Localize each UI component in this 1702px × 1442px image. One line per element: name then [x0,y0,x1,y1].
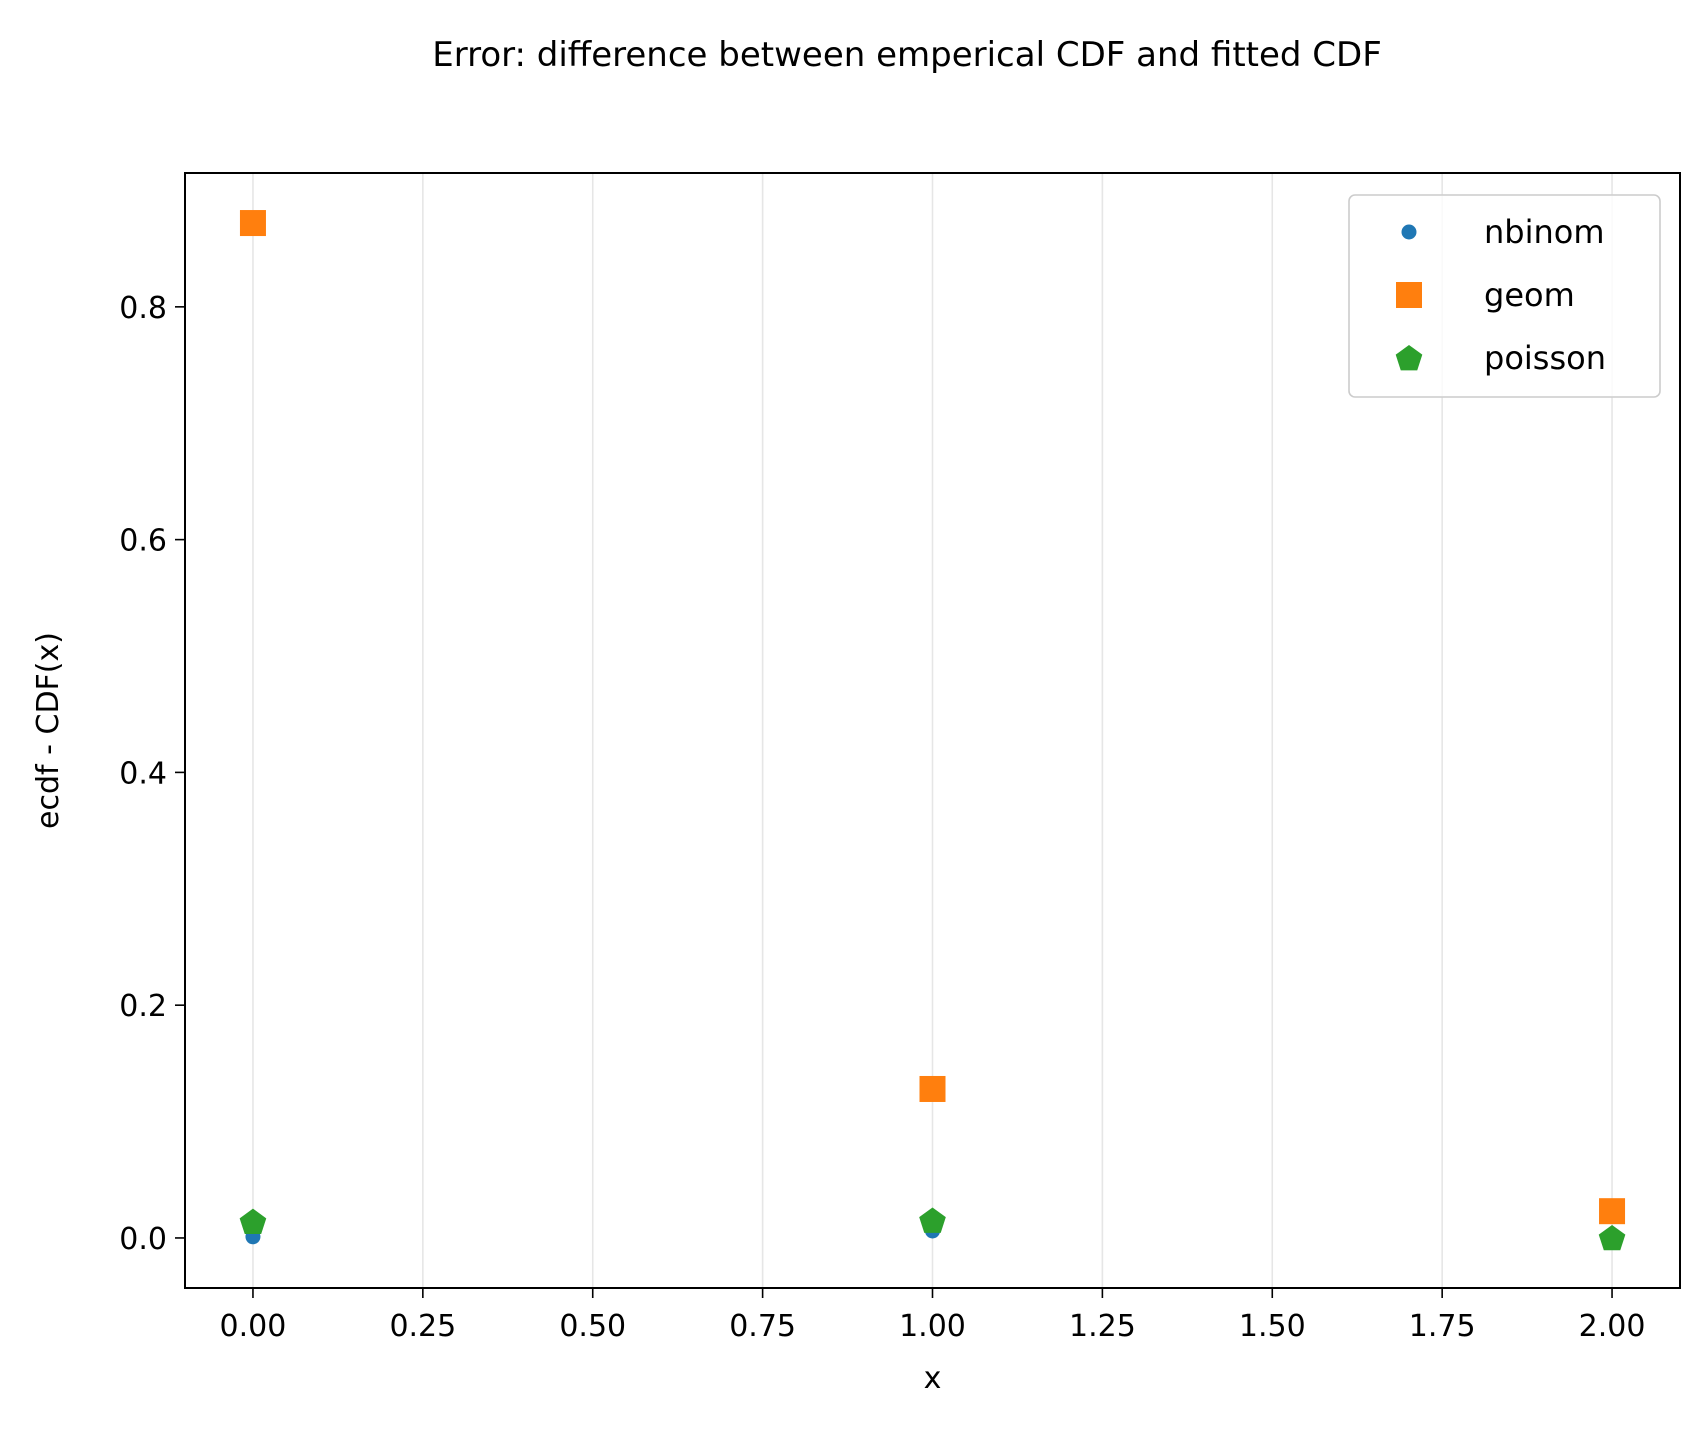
legend-label: nbinom [1484,213,1605,251]
poisson-point [919,1207,946,1233]
x-tick-label: 0.00 [220,1309,287,1344]
x-tick-label: 0.50 [559,1309,626,1344]
x-tick-label: 1.00 [899,1309,966,1344]
legend-label: poisson [1484,339,1606,377]
nbinom-legend-marker [1401,224,1417,240]
x-tick-label: 2.00 [1579,1309,1646,1344]
y-tick-label: 0.0 [119,1222,167,1257]
poisson-point [239,1208,267,1234]
x-tick-label: 1.25 [1069,1309,1136,1344]
y-tick-label: 0.8 [119,291,167,326]
x-tick-label: 1.50 [1239,1309,1306,1344]
legend: nbinom geom poisson [1348,194,1661,398]
x-axis-label: x [924,1361,942,1396]
legend-item-nbinom: nbinom [1401,213,1605,251]
x-axis-ticks: 0.00 0.25 0.50 0.75 1.00 1.25 1.50 1.75 2.00 [220,1288,1646,1344]
legend-label: geom [1484,276,1575,314]
series-poisson [239,1207,1626,1251]
geom-point [239,210,266,237]
legend-box [1348,194,1661,398]
data-points [239,210,1626,1251]
geom-point [919,1075,946,1102]
geom-legend-marker [1396,282,1422,308]
chart-title: Error: difference between emperical CDF … [432,35,1382,75]
x-tick-label: 1.75 [1409,1309,1476,1344]
poisson-point [1598,1224,1626,1251]
x-tick-label: 0.75 [729,1309,796,1344]
plot-frame [184,172,1681,1289]
x-tick-label: 0.25 [389,1309,456,1344]
legend-item-poisson: poisson [1395,339,1606,377]
poisson-legend-marker [1395,345,1423,371]
y-tick-label: 0.2 [119,989,167,1024]
grid-lines [252,173,1613,1288]
y-tick-label: 0.6 [119,524,167,559]
y-axis-label: ecdf - CDF(x) [31,632,66,829]
geom-point [1599,1198,1626,1225]
y-tick-label: 0.4 [119,756,167,791]
legend-item-geom: geom [1396,276,1575,314]
series-geom [239,210,1626,1225]
y-axis-ticks: 0.0 0.2 0.4 0.6 0.8 [119,291,185,1257]
